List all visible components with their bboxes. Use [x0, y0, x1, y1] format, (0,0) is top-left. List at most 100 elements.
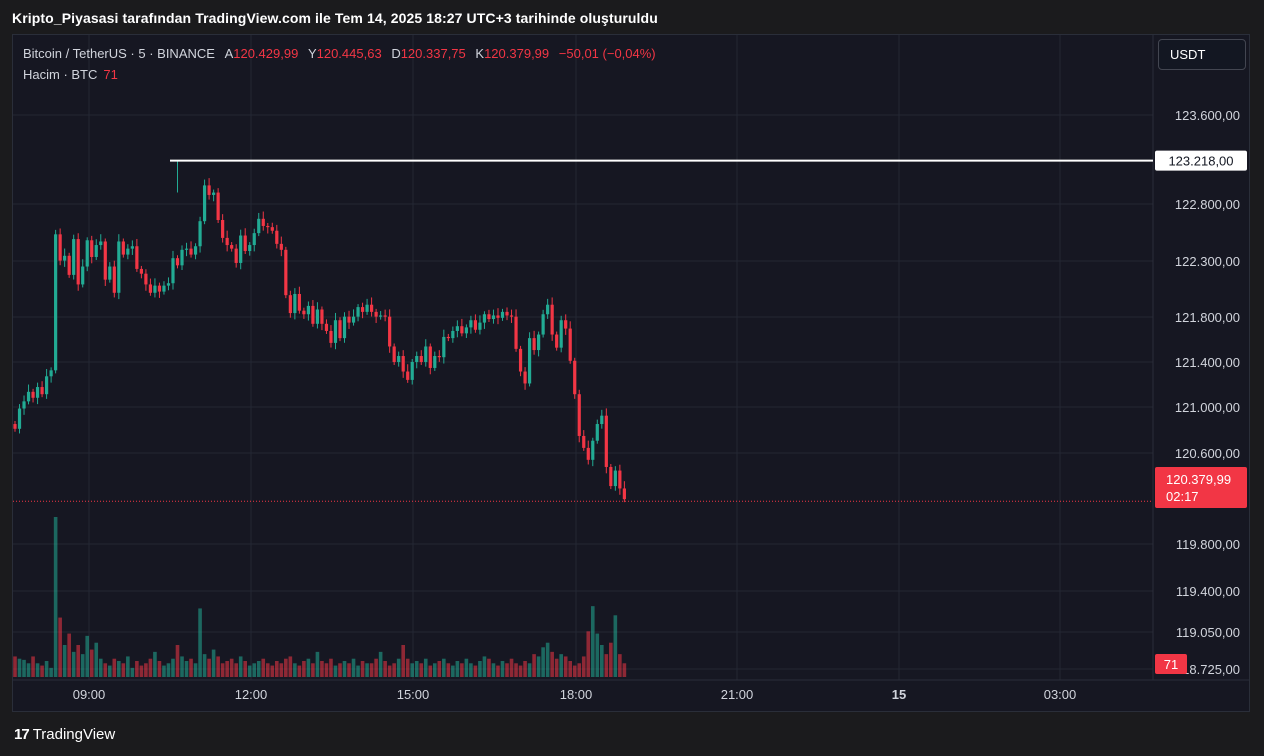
- candle-body: [573, 360, 577, 395]
- candle-body: [523, 371, 527, 384]
- time-tick-label: 09:00: [73, 687, 106, 702]
- candle-body: [618, 470, 622, 489]
- candle: [90, 235, 94, 264]
- candle: [527, 332, 532, 387]
- volume-bar: [595, 633, 600, 677]
- candle-body: [261, 218, 265, 226]
- volume-bar: [320, 661, 324, 677]
- volume-bar: [523, 661, 527, 677]
- candle-body: [67, 255, 71, 275]
- candle: [379, 311, 383, 320]
- volume-bar: [148, 658, 153, 677]
- candle-body: [600, 415, 604, 425]
- candle: [243, 228, 247, 255]
- candle: [315, 302, 320, 329]
- volume-bar: [338, 663, 342, 677]
- grid-lines: [13, 35, 1250, 681]
- candle: [419, 350, 423, 365]
- volume-bar: [225, 661, 229, 677]
- volume-bar: [315, 651, 320, 677]
- chart-caption: Kripto_Piyasasi tarafından TradingView.c…: [12, 10, 658, 26]
- volume-bar: [478, 661, 482, 677]
- tradingview-logo[interactable]: 17 TradingView: [14, 726, 115, 743]
- level-price-tag: [1155, 150, 1247, 171]
- volume-bar: [414, 661, 419, 677]
- candle: [54, 229, 58, 374]
- volume-bar: [600, 645, 604, 677]
- volume-bar: [455, 661, 460, 677]
- volume-bar: [202, 654, 207, 677]
- candle: [257, 212, 261, 237]
- volume-bar: [58, 617, 62, 677]
- volume-bar: [410, 663, 415, 677]
- candle-body: [347, 316, 351, 323]
- volume-bar: [71, 651, 76, 677]
- open-label: A: [224, 46, 234, 61]
- candle-body: [225, 237, 229, 246]
- volume-bar: [496, 665, 500, 677]
- candle-body: [72, 239, 76, 275]
- candle-body: [446, 336, 450, 339]
- symbol-name: Bitcoin / TetherUS · 5 · BINANCE: [23, 46, 215, 61]
- candle: [374, 308, 378, 323]
- volume-bar: [563, 656, 568, 677]
- candle: [401, 350, 405, 378]
- volume-label: Hacim · BTC: [23, 67, 98, 82]
- candle-body: [546, 304, 550, 315]
- volume-bar: [550, 651, 554, 677]
- candle: [369, 297, 374, 317]
- candle-body: [451, 330, 455, 339]
- candle: [207, 178, 211, 200]
- currency-button[interactable]: USDT: [1158, 39, 1246, 70]
- candle-body: [302, 310, 306, 315]
- volume-bar: [491, 663, 496, 677]
- candle-body: [478, 322, 482, 330]
- volume-bar: [509, 658, 514, 677]
- open-value: 120.429,99: [233, 46, 299, 61]
- symbol-legend: Bitcoin / TetherUS · 5 · BINANCE A120.42…: [23, 46, 656, 61]
- candle-body: [622, 488, 626, 500]
- tradingview-logo-icon: 17: [14, 726, 30, 743]
- price-candles: [13, 160, 626, 503]
- candle-body: [144, 273, 148, 285]
- candle: [397, 351, 401, 367]
- volume-bar: [482, 656, 487, 677]
- axis-markers: 123.218,00 120.379,99 02:17 71: [1155, 150, 1247, 674]
- candle: [35, 382, 40, 405]
- candle-body: [257, 218, 261, 234]
- candle: [293, 288, 297, 320]
- volume-bar: [247, 665, 252, 677]
- price-tick-label: 118.725,00: [1176, 662, 1240, 677]
- candle: [446, 333, 450, 342]
- candle: [600, 409, 604, 429]
- candle-body: [243, 235, 247, 252]
- volume-bar: [275, 661, 279, 677]
- time-tick-label: 21:00: [721, 687, 754, 702]
- volume-bar: [532, 654, 536, 677]
- candle-body: [270, 227, 274, 231]
- candle: [108, 262, 112, 283]
- candle-body: [31, 391, 35, 398]
- candle-body: [17, 408, 22, 429]
- volume-bar: [383, 661, 387, 677]
- volume-bar: [130, 667, 135, 677]
- candle: [360, 302, 365, 319]
- candle: [604, 408, 608, 474]
- candle: [333, 312, 338, 350]
- candle: [437, 350, 441, 362]
- volume-bar: [514, 663, 518, 677]
- volume-bar: [577, 663, 582, 677]
- candle: [306, 301, 311, 321]
- candle: [329, 325, 333, 348]
- volume-bar: [297, 665, 302, 677]
- candle: [451, 326, 455, 343]
- candle-body: [582, 435, 586, 448]
- candle: [577, 389, 581, 443]
- candle: [500, 308, 505, 321]
- candle-body: [40, 387, 44, 395]
- candle-body: [487, 314, 491, 320]
- candle-body: [162, 285, 166, 292]
- candle-body: [428, 346, 432, 368]
- candle-body: [166, 283, 171, 286]
